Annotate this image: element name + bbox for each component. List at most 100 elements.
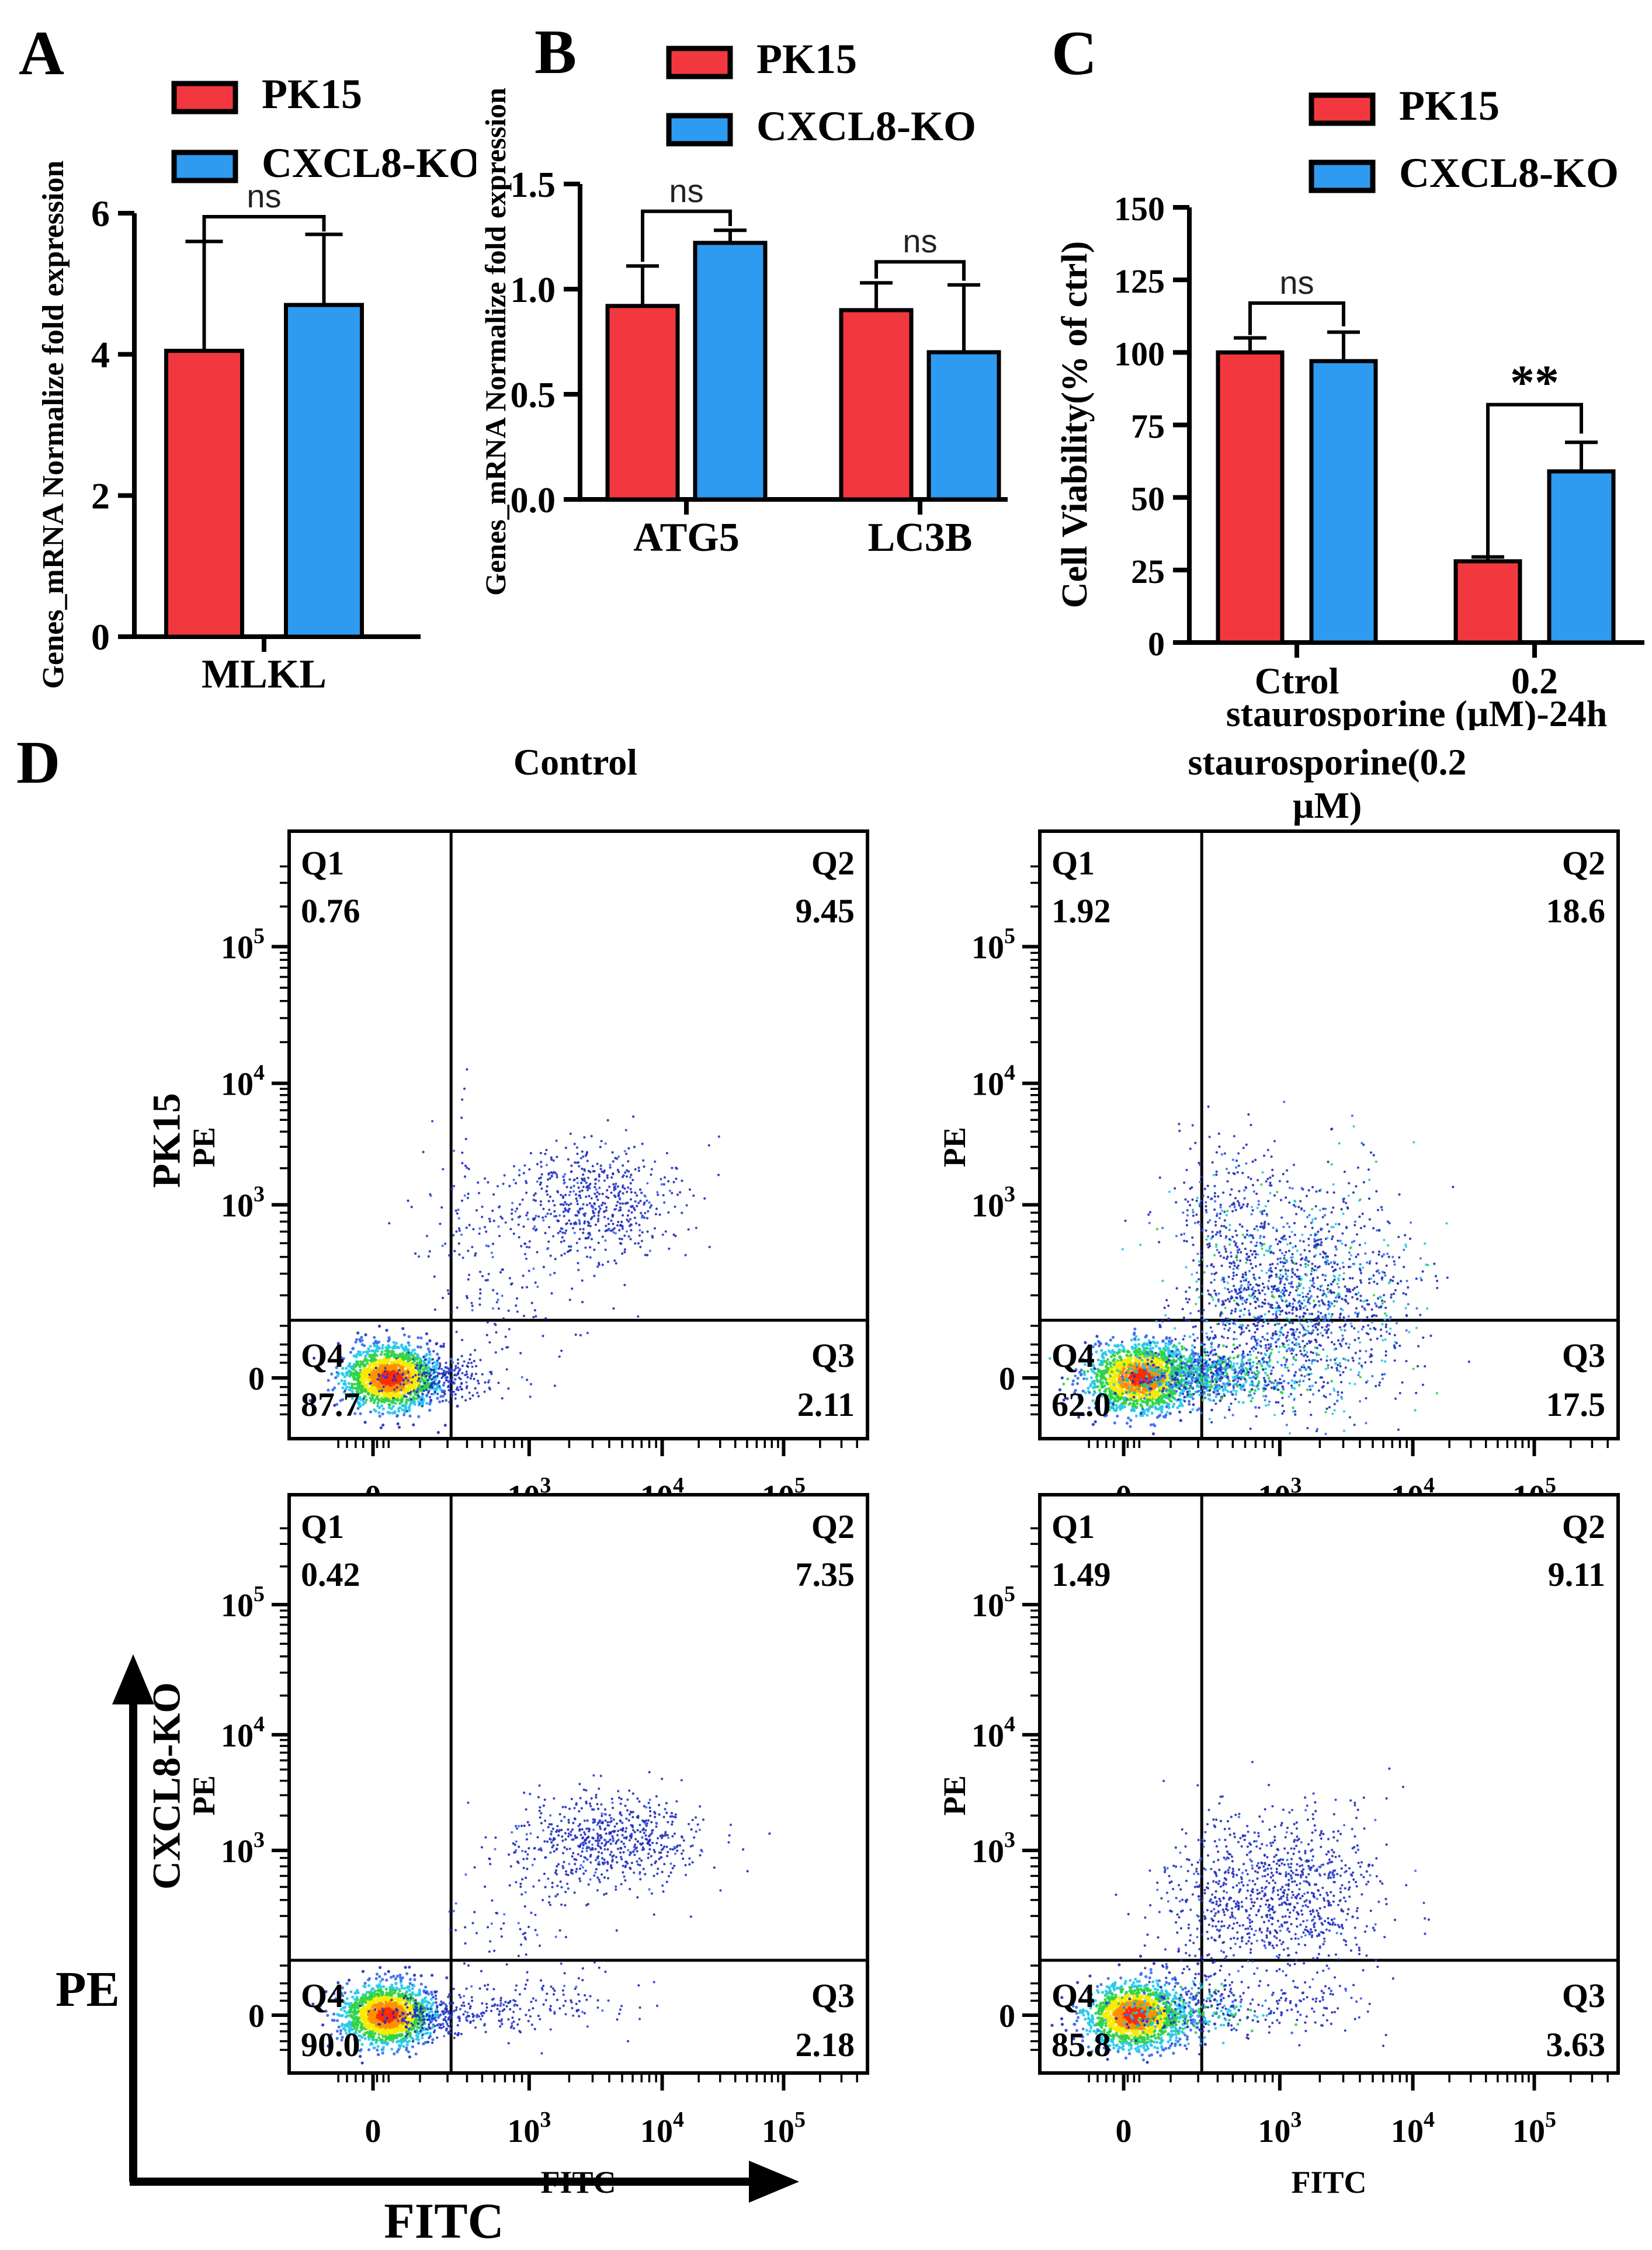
q3-label: Q3 (811, 1336, 855, 1374)
bar-PK15-ATG5 (608, 306, 678, 499)
x-tick-label: 0 (1116, 2113, 1132, 2150)
plot-box (1040, 831, 1618, 1439)
legend-label: CXCL8-KO (262, 140, 476, 186)
outer-axes-arrows (82, 1630, 847, 2249)
q1-label: Q1 (1051, 1508, 1095, 1546)
flow-column-header-control: Control (400, 741, 751, 784)
y-tick-label: 150 (1114, 190, 1165, 228)
category-label: ATG5 (633, 515, 740, 560)
legend-swatch (1311, 162, 1373, 190)
q4-value: 87.7 (301, 1386, 360, 1423)
q4-label: Q4 (1051, 1977, 1095, 2015)
y-tick-label: 0 (1148, 625, 1165, 663)
bar-PK15-0.2 (1456, 561, 1520, 643)
q2-label: Q2 (1562, 1508, 1605, 1546)
y-axis-title: Genes_mRNA Normalize fold expression (37, 161, 70, 689)
significance-label: ns (247, 178, 281, 214)
pe-axis-label: PE (193, 1127, 221, 1167)
y-tick-label: 50 (1131, 480, 1165, 518)
y-axis-title: Genes_mRNA Normalize fold expression (479, 88, 512, 596)
flow-plot-pk15-control: 01031041050103104105FITCPEQ10.76Q29.45Q3… (193, 829, 876, 1577)
bar-CXCL8-KO-LC3B (929, 352, 999, 499)
pe-axis-label: PE (943, 1127, 972, 1167)
q3-label: Q3 (1562, 1336, 1605, 1374)
q1-value: 0.42 (301, 1555, 360, 1593)
fitc-axis-label: FITC (1291, 2165, 1366, 2200)
y-tick-label: 105 (971, 924, 1015, 966)
q2-label: Q2 (1562, 844, 1605, 882)
significance-bracket (1250, 303, 1344, 335)
y-tick-label: 0.0 (511, 481, 556, 520)
y-tick-label: 1.0 (511, 270, 556, 310)
legend-label: PK15 (1399, 82, 1500, 129)
legend-swatch (1311, 95, 1373, 123)
q1-label: Q1 (1051, 844, 1095, 882)
y-axis-title: Cell Viability(% of ctrl) (1055, 241, 1095, 608)
y-tick-label: 105 (221, 924, 265, 966)
q4-value: 62.0 (1051, 1386, 1111, 1423)
panel-letter: B (535, 18, 577, 87)
legend-swatch (174, 84, 235, 112)
flow-column-header-staurosporine: staurosporine(0.2 µM) (1152, 741, 1502, 827)
flow-plot-pk15-staurosporine: 01031041050103104105FITCPEQ11.92Q218.6Q3… (943, 829, 1627, 1577)
bar-PK15-LC3B (841, 310, 911, 499)
q4-label: Q4 (1051, 1336, 1095, 1374)
q2-value: 7.35 (796, 1555, 855, 1593)
y-tick-label: 104 (221, 1061, 265, 1103)
significance-bracket (876, 262, 964, 280)
q2-label: Q2 (811, 1508, 855, 1546)
legend-swatch (174, 152, 235, 180)
panel-letter: C (1051, 19, 1097, 88)
x-axis-title: staurosporine (µM)-24h (1226, 693, 1608, 730)
q4-value: 85.8 (1051, 2026, 1111, 2064)
q3-label: Q3 (1562, 1977, 1605, 2015)
legend-swatch (669, 116, 730, 144)
y-tick-label: 25 (1131, 553, 1165, 591)
q2-value: 9.45 (796, 892, 855, 930)
bar-PK15-MLKL (166, 351, 242, 637)
x-tick-label: 104 (1391, 2107, 1435, 2150)
y-tick-label: 0.5 (511, 376, 556, 415)
fitc-arrow-head (749, 2161, 799, 2203)
y-tick-label: 0 (999, 1361, 1015, 1397)
flow-row-label-pk15: PK15 (144, 995, 190, 1287)
significance-label: ** (1510, 356, 1559, 410)
q1-label: Q1 (301, 844, 344, 882)
legend-label: PK15 (756, 36, 857, 82)
significance-label: ns (1279, 264, 1314, 301)
y-tick-label: 0 (248, 1361, 265, 1397)
bar-CXCL8-KO-Ctrol (1311, 361, 1376, 643)
significance-bracket (204, 217, 324, 241)
significance-label: ns (903, 223, 937, 259)
y-tick-label: 104 (971, 1712, 1015, 1754)
category-label: MLKL (202, 652, 327, 697)
y-tick-label: 2 (91, 475, 110, 516)
pe-arrow-head (112, 1654, 154, 1704)
legend-swatch (669, 48, 730, 77)
pe-axis-label: PE (943, 1775, 972, 1815)
y-tick-label: 100 (1114, 335, 1165, 373)
legend-label: CXCL8-KO (756, 103, 976, 150)
legend-label: CXCL8-KO (1399, 150, 1619, 196)
plot-box (1040, 1495, 1618, 2073)
q2-label: Q2 (811, 844, 855, 882)
q3-value: 3.63 (1546, 2026, 1606, 2064)
y-tick-label: 105 (221, 1582, 265, 1624)
y-tick-label: 103 (971, 1182, 1015, 1224)
bar-CXCL8-KO-0.2 (1549, 471, 1613, 643)
bar-PK15-Ctrol (1218, 352, 1282, 643)
q1-value: 1.92 (1051, 892, 1111, 930)
q1-value: 0.76 (301, 892, 360, 930)
y-tick-label: 103 (971, 1828, 1015, 1870)
q4-label: Q4 (301, 1336, 344, 1374)
significance-label: ns (669, 172, 703, 209)
legend-label: PK15 (262, 71, 362, 117)
y-tick-label: 104 (971, 1061, 1015, 1103)
panel-d-letter: D (16, 728, 60, 797)
y-tick-label: 125 (1114, 262, 1165, 300)
